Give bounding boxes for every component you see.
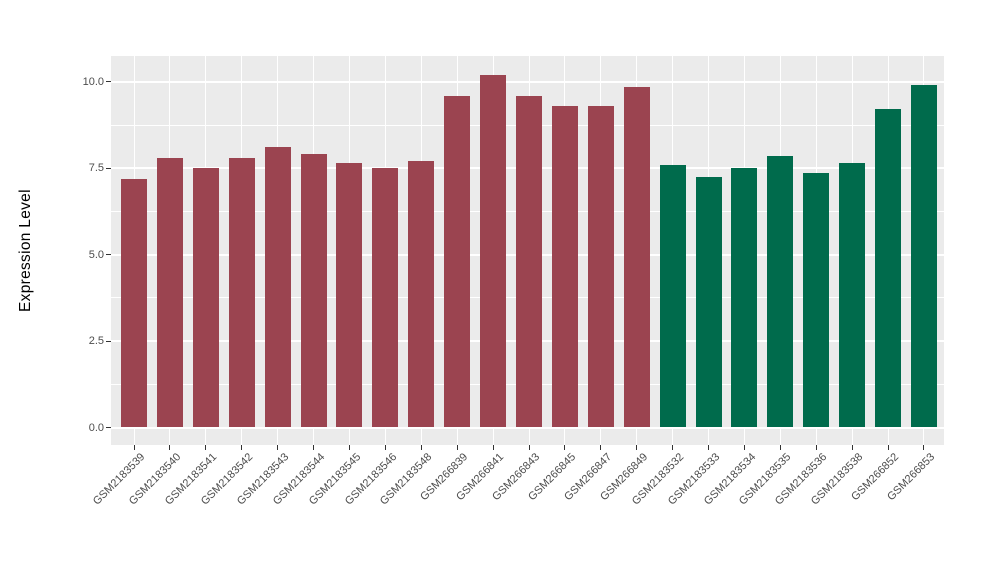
x-tick-mark [815,445,817,450]
x-tick-mark [205,445,207,450]
x-tick-mark [277,445,279,450]
y-tick-label: 0.0 [88,421,104,434]
plot-panel [111,56,944,445]
x-tick-mark [169,445,171,450]
bar [156,157,183,428]
bar [731,168,758,428]
x-tick-mark [743,445,745,450]
x-tick-mark [241,445,243,450]
x-tick-mark [600,445,602,450]
bar [408,161,435,428]
bar [803,173,830,428]
bar [228,157,255,428]
x-tick-mark [708,445,710,450]
x-tick-mark [384,445,386,450]
x-tick-mark [133,445,135,450]
bar [623,86,650,428]
x-tick-mark [636,445,638,450]
x-tick-mark [420,445,422,450]
y-tick-label: 10.0 [82,75,104,88]
bar [695,176,722,428]
y-tick-label: 2.5 [88,335,104,348]
bar [839,163,866,428]
x-tick-mark [564,445,566,450]
y-tick-mark [106,167,111,169]
bar [264,147,291,428]
bar [372,168,399,428]
x-tick-mark [348,445,350,450]
y-tick-mark [106,427,111,428]
y-tick-mark [106,81,111,83]
x-tick-mark [492,445,494,450]
x-tick-mark [456,445,458,450]
bar [336,163,363,428]
y-tick-mark [106,254,111,256]
bar [300,154,327,428]
bar [551,105,578,428]
bar [767,156,794,428]
major-gridline [111,426,944,429]
bar [875,109,902,428]
x-tick-mark [851,445,853,450]
bar [121,178,148,428]
x-tick-mark [887,445,889,450]
y-axis-title: Expression Level [17,189,34,312]
x-tick-mark [528,445,530,450]
bar [444,95,471,428]
bar [910,85,937,428]
y-tick-label: 7.5 [88,162,104,175]
bar [587,105,614,428]
x-tick-mark [672,445,674,450]
y-tick-mark [106,340,111,342]
x-tick-mark [313,445,315,450]
bar [659,164,686,428]
major-gridline [111,80,944,83]
bar [480,74,507,428]
x-tick-mark [923,445,925,450]
y-tick-label: 5.0 [88,248,104,261]
x-tick-mark [779,445,781,450]
bar [516,95,542,428]
bar [192,168,219,428]
